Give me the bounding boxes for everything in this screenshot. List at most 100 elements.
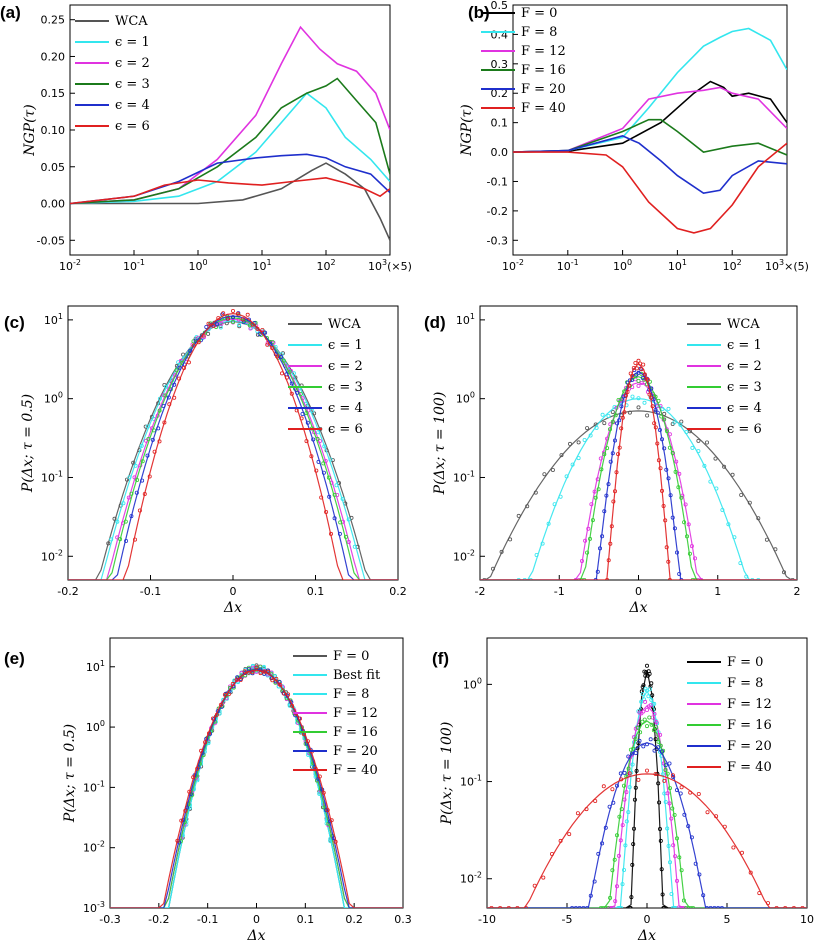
panel-a: (a) 10-2 10-1 100 101 102 103(×5) 0.25 0.20 0.15 0… [0, 3, 412, 273]
data-point [263, 330, 268, 335]
x-tick-label: 0 [230, 585, 237, 598]
data-point [333, 839, 338, 844]
data-point [240, 317, 245, 322]
data-point [115, 535, 120, 540]
data-point [304, 439, 309, 444]
data-point [206, 731, 211, 736]
data-point [634, 768, 639, 773]
data-point [481, 906, 484, 909]
data-point [656, 739, 661, 744]
fit-curve [110, 667, 403, 908]
data-point [187, 789, 192, 794]
data-point [659, 414, 664, 419]
data-point [606, 558, 611, 563]
data-point [340, 496, 345, 501]
legend: WCA ϵ = 1 ϵ = 2 ϵ = 3 ϵ = 4 ϵ = 6 [288, 317, 363, 437]
data-point [620, 823, 625, 828]
data-point [596, 487, 601, 492]
data-point [622, 410, 627, 415]
data-point [218, 325, 223, 330]
data-point [757, 891, 762, 896]
legend-entry: ϵ = 2 [727, 359, 762, 374]
y-tick-label: 10-2 [460, 871, 482, 886]
data-point [678, 422, 683, 427]
data-point [617, 418, 622, 423]
data-point [218, 702, 223, 707]
data-point [629, 895, 634, 900]
data-point [756, 516, 761, 521]
data-point [585, 426, 590, 431]
y-tick-label: 0.2 [491, 87, 509, 100]
data-point [321, 790, 326, 795]
data-point [196, 340, 201, 345]
data-point [593, 495, 598, 500]
data-point [648, 737, 653, 742]
data-point [328, 457, 333, 462]
data-point [719, 906, 724, 908]
legend: F = 0 F = 8 F = 12 F = 16 F = 20 F = 40 [687, 655, 772, 775]
data-point [161, 393, 166, 398]
data-point [631, 842, 636, 847]
data-point [206, 321, 211, 326]
data-point [245, 312, 250, 317]
data-point [603, 906, 608, 908]
data-point [289, 391, 294, 396]
data-point [659, 867, 664, 872]
data-point [670, 773, 675, 778]
data-point [589, 502, 594, 507]
plot-area [68, 308, 398, 580]
fit-curve [480, 376, 797, 580]
plot-area [513, 27, 787, 234]
legend-entry: F = 12 [333, 706, 378, 721]
data-point [172, 395, 177, 400]
y-tick-label: 10-3 [83, 900, 105, 915]
y-tick-label: 101 [456, 312, 475, 327]
data-point [697, 872, 702, 877]
data-point [808, 578, 811, 581]
data-point [324, 509, 329, 514]
data-point [179, 818, 184, 823]
data-point [616, 853, 621, 858]
y-tick-label: 100 [44, 391, 63, 406]
data-point [582, 437, 587, 442]
data-point [600, 412, 605, 417]
data-point [693, 861, 698, 866]
data-point [275, 354, 280, 359]
series-line [513, 118, 787, 156]
data-point [642, 717, 647, 722]
data-point [616, 906, 621, 908]
data-point [633, 360, 638, 365]
legend-entry: WCA [328, 317, 361, 332]
data-point [279, 371, 284, 376]
fit-curve [480, 362, 797, 580]
legend: WCA ϵ = 1 ϵ = 2 ϵ = 3 ϵ = 4 ϵ = 6 [687, 317, 762, 437]
y-tick-label: 0.4 [491, 28, 509, 41]
data-point [782, 570, 787, 575]
x-tick-label: 2 [794, 585, 801, 598]
data-point [790, 578, 795, 580]
data-point [643, 699, 648, 704]
legend-entry: F = 20 [333, 744, 378, 759]
data-point [284, 375, 289, 380]
data-point [585, 906, 590, 908]
y-tick-label: 100 [463, 676, 482, 691]
fit-curve [487, 670, 807, 908]
data-point [641, 709, 646, 714]
data-point [600, 841, 605, 846]
data-point [639, 367, 644, 372]
data-point [131, 460, 136, 465]
legend-entry: F = 8 [521, 25, 557, 40]
legend-entry: F = 8 [333, 687, 369, 702]
data-point [291, 371, 296, 376]
y-axis-label: NGP(τ) [22, 104, 38, 157]
data-point [118, 537, 123, 542]
data-point [124, 539, 129, 544]
data-point [654, 720, 659, 725]
data-point [338, 520, 343, 525]
data-point [679, 419, 684, 424]
data-point [188, 348, 193, 353]
x-tick-label: -0.1 [140, 585, 161, 598]
y-tick-label: 10-1 [83, 779, 105, 794]
x-tick-label: -0.3 [99, 913, 120, 926]
data-point [508, 537, 513, 542]
